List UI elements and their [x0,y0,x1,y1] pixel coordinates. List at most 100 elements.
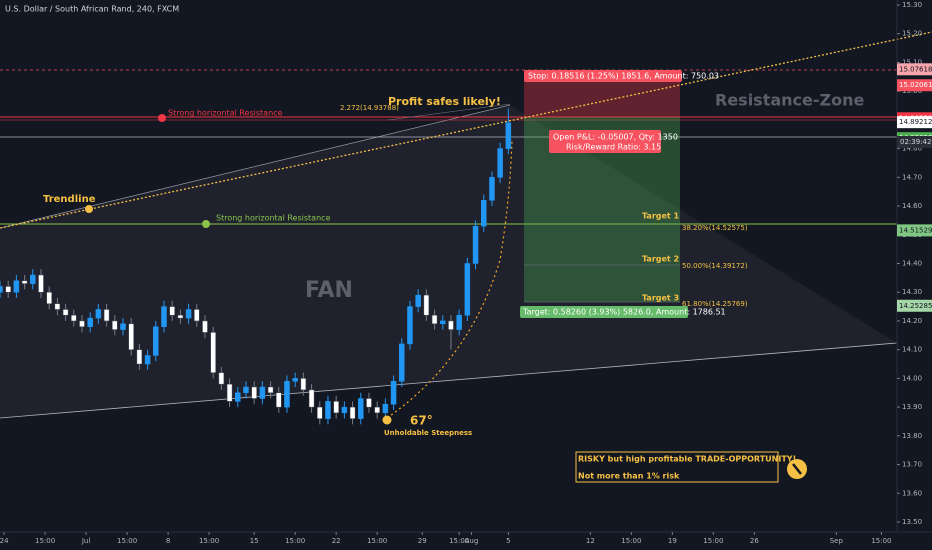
y-tick-label: 15.10 [902,58,922,66]
annotation: 61.80%(14.25769) [682,300,748,308]
y-tick-label: 14.00 [902,374,922,382]
annotation: Target 3 [642,294,679,303]
candle-body [144,355,151,365]
x-tick-label: 29 [418,537,427,545]
candle-body [472,225,479,264]
stop-label-box [524,70,682,82]
y-tick-label: 14.30 [902,288,922,296]
countdown-box [897,136,932,148]
x-tick-label: 15:00 [117,537,137,545]
annotation: Strong horizontal Resistance [216,214,331,223]
candle-body [440,320,446,325]
x-tick-label: 15:00 [199,537,219,545]
marker-dot [158,114,166,122]
candle-body [382,403,389,414]
y-tick-label: 13.60 [902,489,922,497]
annotation: Target 2 [642,255,679,264]
candle-body [308,389,315,408]
candle-body [38,274,44,293]
candle-body [202,320,208,333]
candle-body [431,314,438,325]
x-tick-label: 15 [250,537,259,545]
fan-line [0,104,511,229]
candle-body [505,122,512,149]
candle-body [333,401,339,414]
countdown: 02:39:42 [900,138,931,146]
candle-body [103,309,110,322]
fib-extension [387,103,511,121]
price-label: 14.51529 [899,226,932,234]
candle-body [54,303,61,310]
price-label: 14.25285 [899,302,932,310]
candle-body [390,381,397,405]
annotation: Resistance-Zone [715,91,865,110]
candle-body [276,392,282,408]
price-label-box [897,224,932,237]
candle-body [243,386,249,393]
candle-body [120,323,126,330]
candle-body [407,306,413,345]
candle-body [358,398,364,419]
candle-body [267,386,274,393]
y-tick-label: 14.80 [902,145,922,153]
candle-body [21,280,28,284]
annotation: 38.20%(14.52575) [682,224,748,232]
x-tick-label: 15:00 [35,537,55,545]
candle-body [185,309,192,319]
candle-body [423,294,430,316]
candle-body [489,177,495,201]
candle-body [235,392,241,402]
candle-body [399,343,405,382]
y-tick-label: 13.90 [902,403,922,411]
candle-body [497,148,503,178]
candle-body [13,280,20,293]
x-tick-label: Aug [465,537,479,545]
annotation: Strong horizontal Resistance [168,109,283,118]
candle-body [226,383,233,402]
annotation: Unholdable Steepness [384,429,472,437]
fan-area [0,105,897,418]
x-tick-label: 24 [0,537,9,545]
y-tick-label: 15.20 [902,30,922,38]
marker-dot [202,220,210,228]
y-tick-label: 14.60 [902,202,922,210]
x-tick-label: 8 [166,537,170,545]
candle-body [169,306,175,316]
fan-line [0,342,898,419]
candle-body [456,314,462,330]
x-tick-label: 19 [668,537,677,545]
candle-body [464,263,471,316]
pnl-box [549,130,661,153]
annotation: Target: 0.58260 (3.93%) 5826.0, Amount: … [522,308,726,317]
y-tick-label: 14.40 [902,260,922,268]
x-tick-label: 26 [750,537,759,545]
annotation: Open P&L: -0.05007, Qty: 1350 [553,133,678,142]
candle-body [366,398,372,408]
candle-body [30,274,36,284]
price-label: 14.89212 [899,118,932,126]
x-tick-label: 5 [506,537,510,545]
icon [792,463,802,475]
trendline [0,31,932,229]
candle-body [128,323,134,350]
price-label: 15.02061 [899,81,932,89]
candle-body [341,406,348,414]
candle-body [161,306,167,327]
candle-body [481,200,487,227]
candle-body [5,286,11,293]
y-tick-label: 15.30 [902,1,922,9]
annotation: Trendline [43,194,96,205]
y-tick-label: 13.70 [902,461,922,469]
x-tick-label: 22 [332,537,341,545]
candle-body [177,314,184,319]
annotation: Profit safes likely! [388,95,501,108]
candle-body [0,286,3,293]
annotation: Target 1 [642,212,680,221]
price-label-box [897,299,932,312]
candle-body [292,378,298,382]
candle-body [218,372,225,385]
annotation: Stop: 0.18516 (1.25%) 1851.6, Amount: 75… [528,72,719,81]
candle-body [317,406,323,419]
